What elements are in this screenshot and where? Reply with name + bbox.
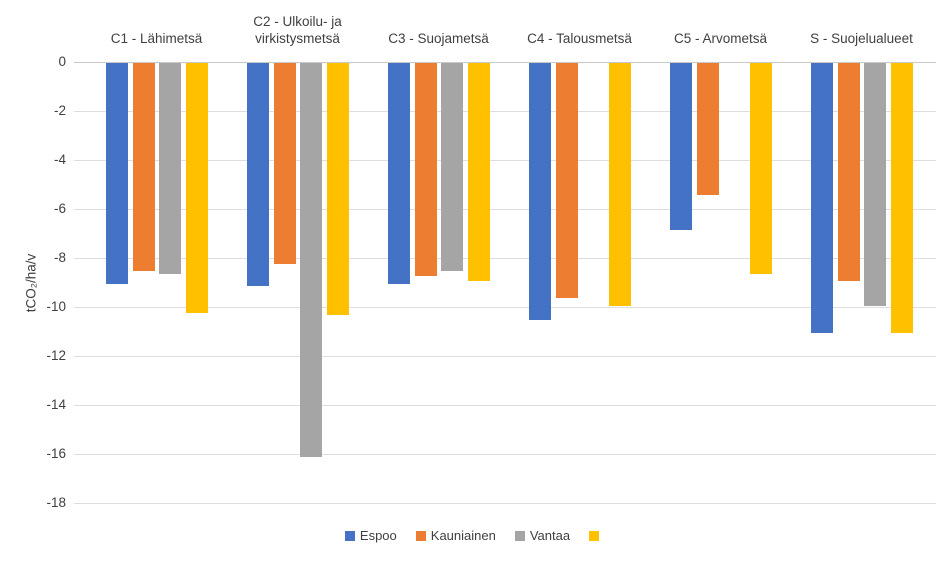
legend-label: Vantaa	[529, 528, 571, 543]
legend-item-vantaa: Vantaa	[514, 528, 571, 543]
bar-vantaa-2	[300, 63, 323, 458]
bar-espoo-5	[670, 63, 692, 230]
bar-espoo-1	[106, 63, 128, 284]
category-label: C4 - Talousmetsä	[527, 31, 632, 47]
gridline	[74, 404, 936, 406]
bar-series-4-1	[186, 63, 208, 313]
category-label: S - Suojelualueet	[810, 31, 913, 47]
x-axis-line	[74, 61, 936, 63]
bar-espoo-4	[529, 63, 551, 321]
y-tick-label: -6	[53, 201, 66, 216]
bar-series-4-4	[609, 63, 631, 306]
bar-vantaa-6	[864, 63, 887, 306]
bar-kauniainen-4	[555, 63, 578, 299]
bar-kauniainen-3	[414, 63, 437, 277]
gridline	[74, 257, 936, 259]
legend-label: Kauniainen	[430, 528, 496, 543]
category-label: C5 - Arvometsä	[673, 31, 768, 47]
legend-label: Espoo	[359, 528, 397, 543]
gridline	[74, 502, 936, 504]
bar-kauniainen-2	[273, 63, 296, 264]
y-tick-label: -10	[46, 299, 66, 314]
y-tick-label: 0	[58, 54, 66, 69]
bar-vantaa-1	[159, 63, 182, 274]
legend: Espoo Kauniainen Vantaa	[0, 528, 949, 543]
category-label: C1 - Lähimetsä	[110, 31, 203, 47]
category-label: C2 - Ulkoilu- ja virkistysmetsä	[253, 13, 342, 47]
legend-item-series-4	[589, 530, 604, 541]
bar-series-4-5	[750, 63, 772, 274]
gridline	[74, 208, 936, 210]
bar-espoo-2	[247, 63, 269, 286]
legend-swatch-icon	[415, 530, 426, 541]
y-tick-label: -2	[53, 103, 66, 118]
bar-series-4-6	[891, 63, 913, 333]
bar-espoo-3	[388, 63, 410, 284]
y-tick-label: -12	[46, 348, 66, 363]
gridline	[74, 306, 936, 308]
bar-espoo-6	[811, 63, 833, 333]
y-tick-label: -16	[46, 446, 66, 461]
gridline	[74, 110, 936, 112]
legend-item-espoo: Espoo	[344, 528, 397, 543]
y-tick-label: -14	[46, 397, 66, 412]
gridline	[74, 159, 936, 161]
bar-kauniainen-5	[696, 63, 719, 196]
gridline	[74, 453, 936, 455]
legend-item-kauniainen: Kauniainen	[415, 528, 496, 543]
legend-swatch-icon	[344, 530, 355, 541]
legend-swatch-icon	[514, 530, 525, 541]
y-tick-label: -18	[46, 495, 66, 510]
bar-kauniainen-6	[837, 63, 860, 282]
y-tick-label: -8	[53, 250, 66, 265]
bar-kauniainen-1	[132, 63, 155, 272]
bar-series-4-2	[327, 63, 349, 316]
category-label: C3 - Suojametsä	[388, 31, 489, 47]
gridline	[74, 355, 936, 357]
bar-series-4-3	[468, 63, 490, 282]
legend-swatch-icon	[589, 530, 600, 541]
bar-vantaa-3	[441, 63, 464, 272]
y-tick-label: -4	[53, 152, 66, 167]
